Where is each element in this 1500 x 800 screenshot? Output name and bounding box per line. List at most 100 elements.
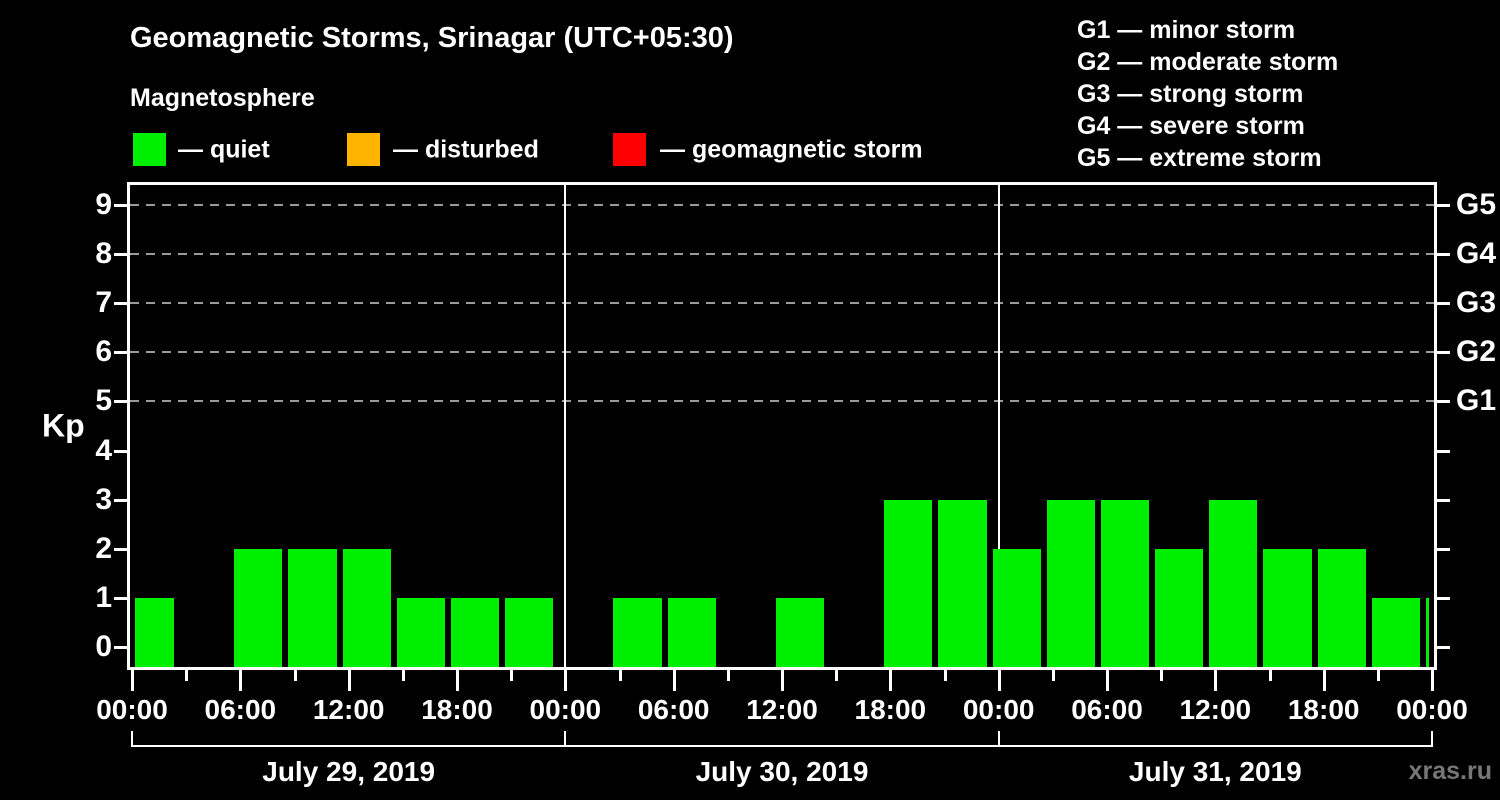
x-axis-time-label: 00:00	[529, 694, 602, 725]
x-axis-time-label: 06:00	[204, 694, 277, 725]
x-axis-major-tick	[889, 670, 893, 691]
day-bracket-tick	[131, 731, 133, 747]
y-axis-tick-left	[114, 400, 130, 404]
x-axis-time-label: 12:00	[312, 694, 385, 725]
gridline-kp6	[130, 351, 1434, 354]
x-axis-minor-tick	[401, 670, 405, 681]
x-axis-time-label: 12:00	[1179, 694, 1252, 725]
gridline-kp8	[130, 252, 1434, 255]
right-axis-label-g1: G1	[1456, 384, 1497, 418]
date-label: July 31, 2019	[1128, 756, 1302, 787]
storm-scale-g2: G2 — moderate storm	[1077, 48, 1339, 76]
date-label: July 29, 2019	[262, 756, 436, 787]
kp-bar	[1425, 598, 1429, 667]
kp-bar	[884, 499, 933, 667]
storm-scale-g4: G4 — severe storm	[1077, 112, 1305, 140]
x-axis-time-label: 00:00	[1396, 694, 1468, 725]
kp-bar	[135, 598, 175, 667]
gridline-kp5	[130, 400, 1434, 403]
day-bracket-tick	[997, 731, 1000, 747]
disturbed-swatch	[347, 133, 380, 166]
x-axis-minor-tick	[1051, 670, 1055, 681]
y-axis-label: 3	[95, 482, 112, 516]
storm-swatch	[613, 133, 646, 166]
disturbed-label: — disturbed	[393, 135, 539, 164]
y-axis-tick-right	[1434, 351, 1450, 355]
x-axis-time-label: 18:00	[1287, 694, 1360, 725]
kp-bar	[342, 548, 391, 667]
y-axis-label: 6	[95, 335, 112, 369]
chart-title: Geomagnetic Storms, Srinagar (UTC+05:30)	[130, 22, 734, 54]
x-axis-time-label: 00:00	[96, 694, 168, 725]
y-axis-tick-right	[1434, 646, 1450, 650]
y-axis-label: 8	[95, 236, 112, 270]
x-axis-major-tick	[1322, 670, 1326, 691]
x-axis-major-tick	[1106, 670, 1109, 691]
storm-scale-g5: G5 — extreme storm	[1077, 144, 1322, 172]
kp-bar	[1209, 499, 1258, 667]
y-axis-tick-right	[1434, 547, 1450, 551]
kp-bar	[613, 598, 662, 667]
kp-bar	[992, 548, 1041, 667]
kp-bar	[505, 598, 554, 667]
kp-bar	[775, 598, 825, 667]
x-axis-major-tick	[672, 670, 676, 691]
y-axis-tick-right	[1434, 400, 1450, 404]
kp-bar	[1155, 548, 1204, 667]
y-axis-tick-left	[114, 449, 130, 453]
y-axis-tick-right	[1434, 302, 1450, 306]
x-axis-time-label: 06:00	[1071, 694, 1143, 725]
x-axis-minor-tick	[1160, 670, 1164, 681]
x-axis-major-tick	[997, 670, 1001, 691]
y-axis-tick-left	[114, 597, 130, 601]
x-axis-minor-tick	[618, 670, 622, 681]
y-axis-tick-right	[1434, 252, 1450, 256]
x-axis-time-label: 06:00	[637, 694, 710, 725]
gridline-kp9	[130, 203, 1434, 206]
day-boundary-line	[997, 185, 1000, 667]
x-axis-minor-tick	[835, 670, 839, 681]
x-axis-minor-tick	[1376, 670, 1380, 681]
right-axis-label-g2: G2	[1456, 335, 1497, 369]
x-axis-major-tick	[131, 670, 134, 691]
x-axis-time-label: 18:00	[421, 694, 493, 725]
kp-bar	[1046, 499, 1095, 667]
kp-bar	[396, 598, 445, 667]
date-label: July 30, 2019	[695, 756, 869, 787]
y-axis-tick-left	[114, 252, 130, 256]
y-axis-title: Kp	[42, 407, 85, 444]
y-axis-label: 4	[95, 433, 112, 467]
day-bracket-line	[132, 745, 1432, 747]
kp-bar	[1263, 548, 1312, 667]
kp-bar	[234, 548, 283, 667]
y-axis-tick-right	[1434, 449, 1450, 453]
kp-bar	[288, 548, 337, 667]
day-bracket-tick	[564, 731, 567, 747]
y-axis-label: 1	[95, 581, 112, 615]
gridline-kp7	[130, 302, 1434, 305]
x-axis-major-tick	[456, 670, 459, 691]
y-axis-tick-left	[114, 646, 130, 650]
x-axis-minor-tick	[726, 670, 730, 681]
y-axis-label: 5	[95, 384, 112, 418]
right-axis-label-g5: G5	[1456, 187, 1497, 221]
y-axis-tick-left	[114, 547, 130, 551]
day-boundary-line	[564, 185, 567, 667]
x-axis-time-label: 12:00	[746, 694, 818, 725]
y-axis-tick-right	[1434, 203, 1450, 207]
right-axis-label-g3: G3	[1456, 286, 1497, 320]
y-axis-tick-left	[114, 498, 130, 502]
storm-scale-legend: G1 — minor storm G2 — moderate storm G3 …	[1077, 14, 1338, 174]
watermark: xras.ru	[1408, 757, 1492, 785]
x-axis-major-tick	[239, 670, 243, 691]
chart-subtitle: Magnetosphere	[130, 84, 315, 112]
storm-scale-g1: G1 — minor storm	[1077, 16, 1296, 44]
x-axis-major-tick	[1431, 670, 1434, 691]
quiet-swatch	[133, 133, 166, 166]
quiet-label: — quiet	[178, 135, 270, 164]
x-axis-major-tick	[347, 670, 351, 691]
y-axis-tick-left	[114, 351, 130, 355]
kp-bar	[1371, 598, 1420, 667]
storm-scale-g3: G3 — strong storm	[1077, 80, 1304, 108]
